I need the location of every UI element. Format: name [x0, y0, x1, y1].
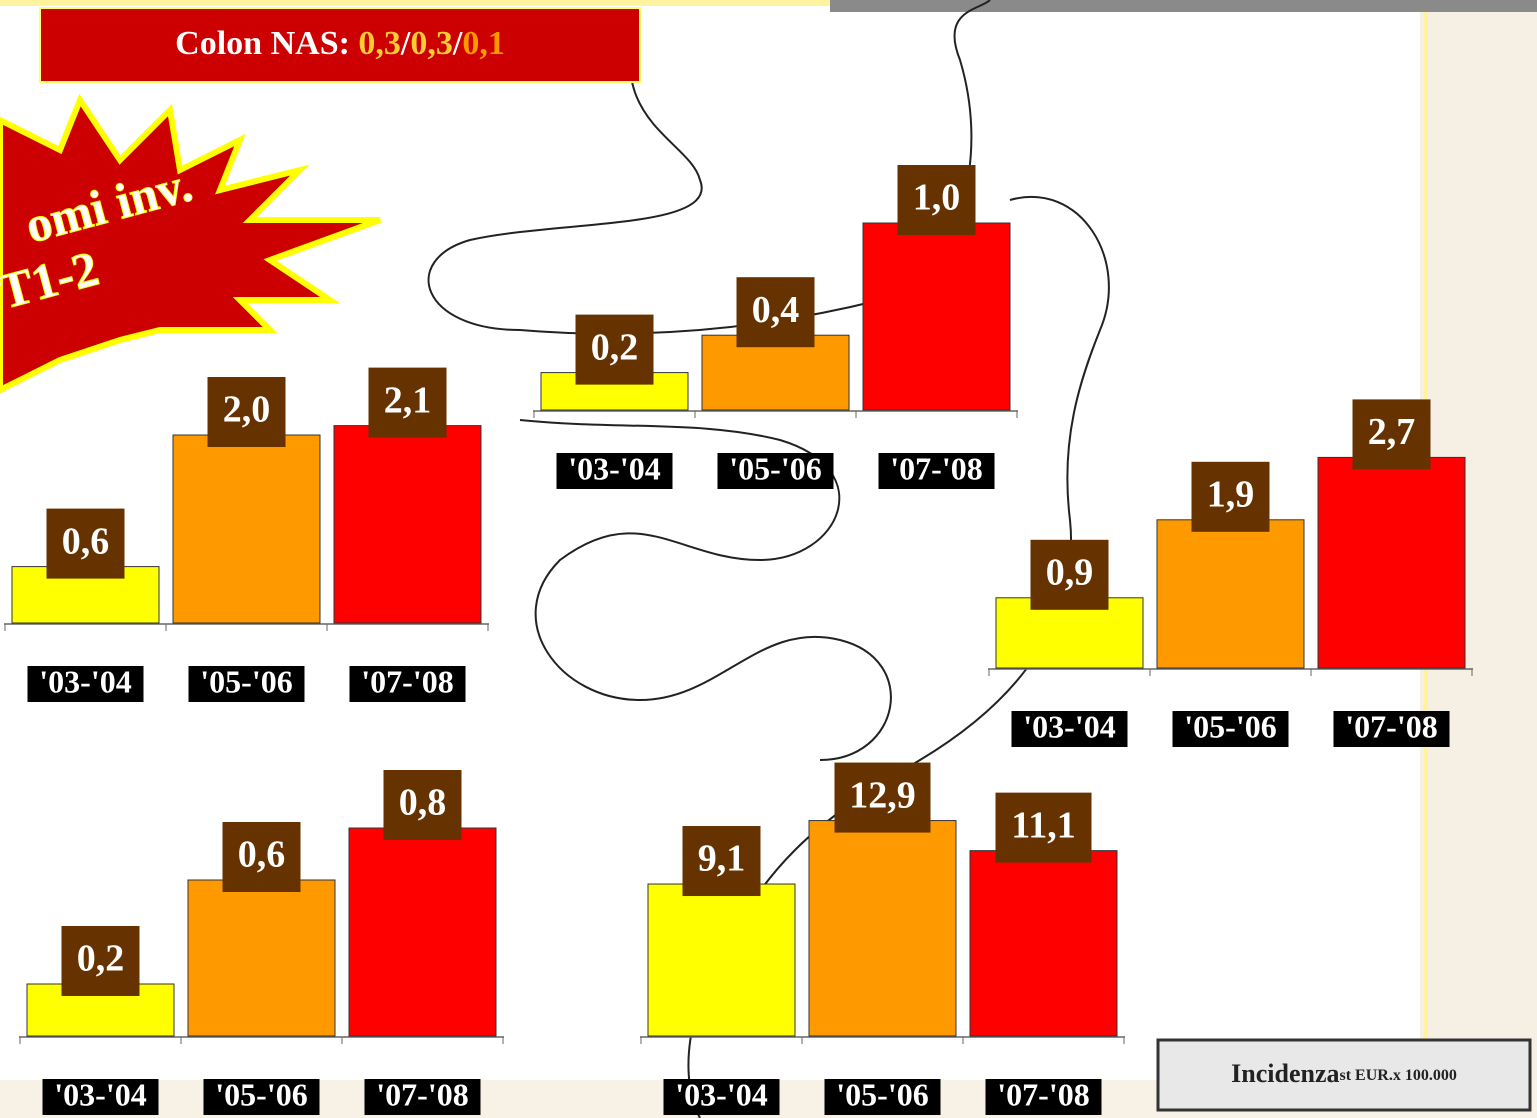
value-label: 0,2: [77, 938, 125, 980]
header-part: 0,3: [358, 25, 401, 62]
header-separator: /: [400, 25, 411, 62]
value-label: 1,0: [913, 177, 961, 219]
x-tick-label: '03-'04: [39, 663, 131, 699]
header: Colon NAS: 0,3/0,3/0,1: [175, 25, 505, 62]
page: omi inv. T1-2 Colon NAS: 0,3/0,3/0,1 Inc…: [0, 0, 1537, 1118]
value-label: 1,9: [1207, 474, 1255, 516]
bar: [863, 223, 1010, 410]
x-tick-label: '05-'06: [1184, 708, 1276, 744]
x-tick-label: '07-'08: [376, 1076, 468, 1112]
x-tick-label: '03-'04: [675, 1076, 767, 1112]
x-tick-label: '05-'06: [215, 1076, 307, 1112]
slide: omi inv. T1-2 Colon NAS: 0,3/0,3/0,1 Inc…: [0, 0, 1537, 1118]
x-tick-label: '05-'06: [200, 663, 292, 699]
header-space: [350, 25, 359, 62]
x-tick-label: '07-'08: [1345, 708, 1437, 744]
value-label: 2,7: [1368, 411, 1416, 453]
value-label: 0,2: [591, 326, 639, 368]
bar: [188, 880, 335, 1036]
x-tick-label: '03-'04: [54, 1076, 146, 1112]
top-bar: [830, 0, 1537, 12]
top-stripe: [0, 0, 830, 6]
header-part: 0,3: [410, 25, 453, 62]
bar: [1318, 457, 1465, 668]
x-tick-label: '05-'06: [836, 1076, 928, 1112]
value-label: 0,6: [238, 834, 286, 876]
note-small: st EUR.x 100.000: [1340, 1067, 1457, 1084]
note-main: Incidenza: [1231, 1059, 1339, 1088]
x-tick-label: '03-'04: [1023, 708, 1115, 744]
bar: [334, 426, 481, 623]
header-label: Colon NAS:: [175, 25, 350, 62]
value-label: 0,9: [1046, 552, 1094, 594]
x-tick-label: '05-'06: [729, 450, 821, 486]
x-tick-label: '07-'08: [997, 1076, 1089, 1112]
value-label: 12,9: [849, 774, 916, 816]
x-tick-label: '03-'04: [568, 450, 660, 486]
header-separator: /: [452, 25, 463, 62]
value-label: 9,1: [698, 838, 746, 880]
value-label: 0,4: [752, 289, 800, 331]
value-label: 0,6: [62, 520, 110, 562]
bar: [173, 435, 320, 623]
value-label: 11,1: [1011, 804, 1075, 846]
value-label: 0,8: [399, 782, 447, 824]
value-label: 2,1: [384, 379, 432, 421]
x-tick-label: '07-'08: [890, 450, 982, 486]
x-tick-label: '07-'08: [361, 663, 453, 699]
bar: [809, 821, 956, 1036]
bar: [648, 884, 795, 1036]
bar: [349, 828, 496, 1036]
header-part: 0,1: [462, 25, 505, 62]
value-label: 2,0: [223, 389, 271, 431]
bar: [970, 851, 1117, 1036]
bar: [1157, 520, 1304, 668]
